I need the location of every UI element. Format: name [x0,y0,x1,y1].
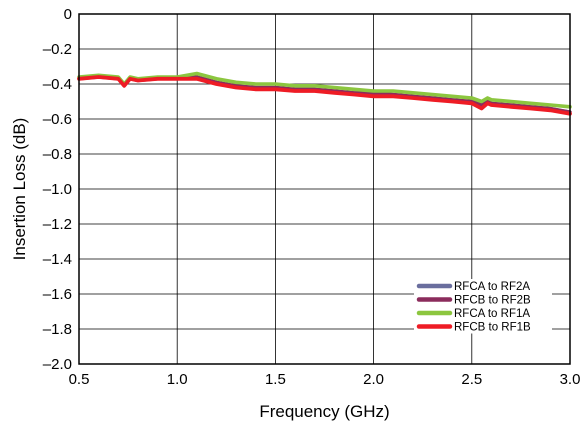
x-tick-label: 0.5 [69,371,90,388]
legend-background [414,319,552,334]
y-tick-label: –0.8 [43,146,72,163]
y-tick-labels: 0 –0.2 –0.4 –0.6 –0.8 –1.0 –1.2 –1.4 –1.6 –1.8 –2.… [43,6,72,373]
x-tick-label: 1.5 [265,371,286,388]
y-tick-label: –0.6 [43,111,72,128]
x-tick-label: 2.5 [461,371,482,388]
y-tick-label: –1.6 [43,286,72,303]
legend-label: RFCA to RF2A [454,281,530,293]
y-tick-label: –1.0 [43,181,72,198]
x-axis-title: Frequency (GHz) [259,402,389,421]
y-tick-label: –1.8 [43,321,72,338]
series-line [77,75,572,116]
x-tick-label: 3.0 [560,371,581,388]
y-tick-label: –0.4 [43,76,72,93]
x-tick-label: 2.0 [363,371,384,388]
y-tick-label: –2.0 [43,356,72,373]
series-lines [77,71,572,116]
y-tick-label: 0 [64,6,72,23]
y-tick-label: –0.2 [43,41,72,58]
x-tick-labels: 0.5 1.0 1.5 2.0 2.5 3.0 [69,371,581,388]
plot-frame [78,13,571,365]
legend-background [414,292,552,307]
legend-background [414,279,552,293]
y-tick-label: –1.4 [43,251,72,268]
y-tick-label: –1.2 [43,216,72,233]
legend-label: RFCB to RF2B [454,295,531,307]
y-axis-title: Insertion Loss (dB) [10,118,29,261]
legend-label: RFCA to RF1A [454,308,530,320]
legend-label: RFCB to RF1B [454,322,531,334]
x-tick-label: 1.0 [167,371,188,388]
legend-background [414,306,552,320]
